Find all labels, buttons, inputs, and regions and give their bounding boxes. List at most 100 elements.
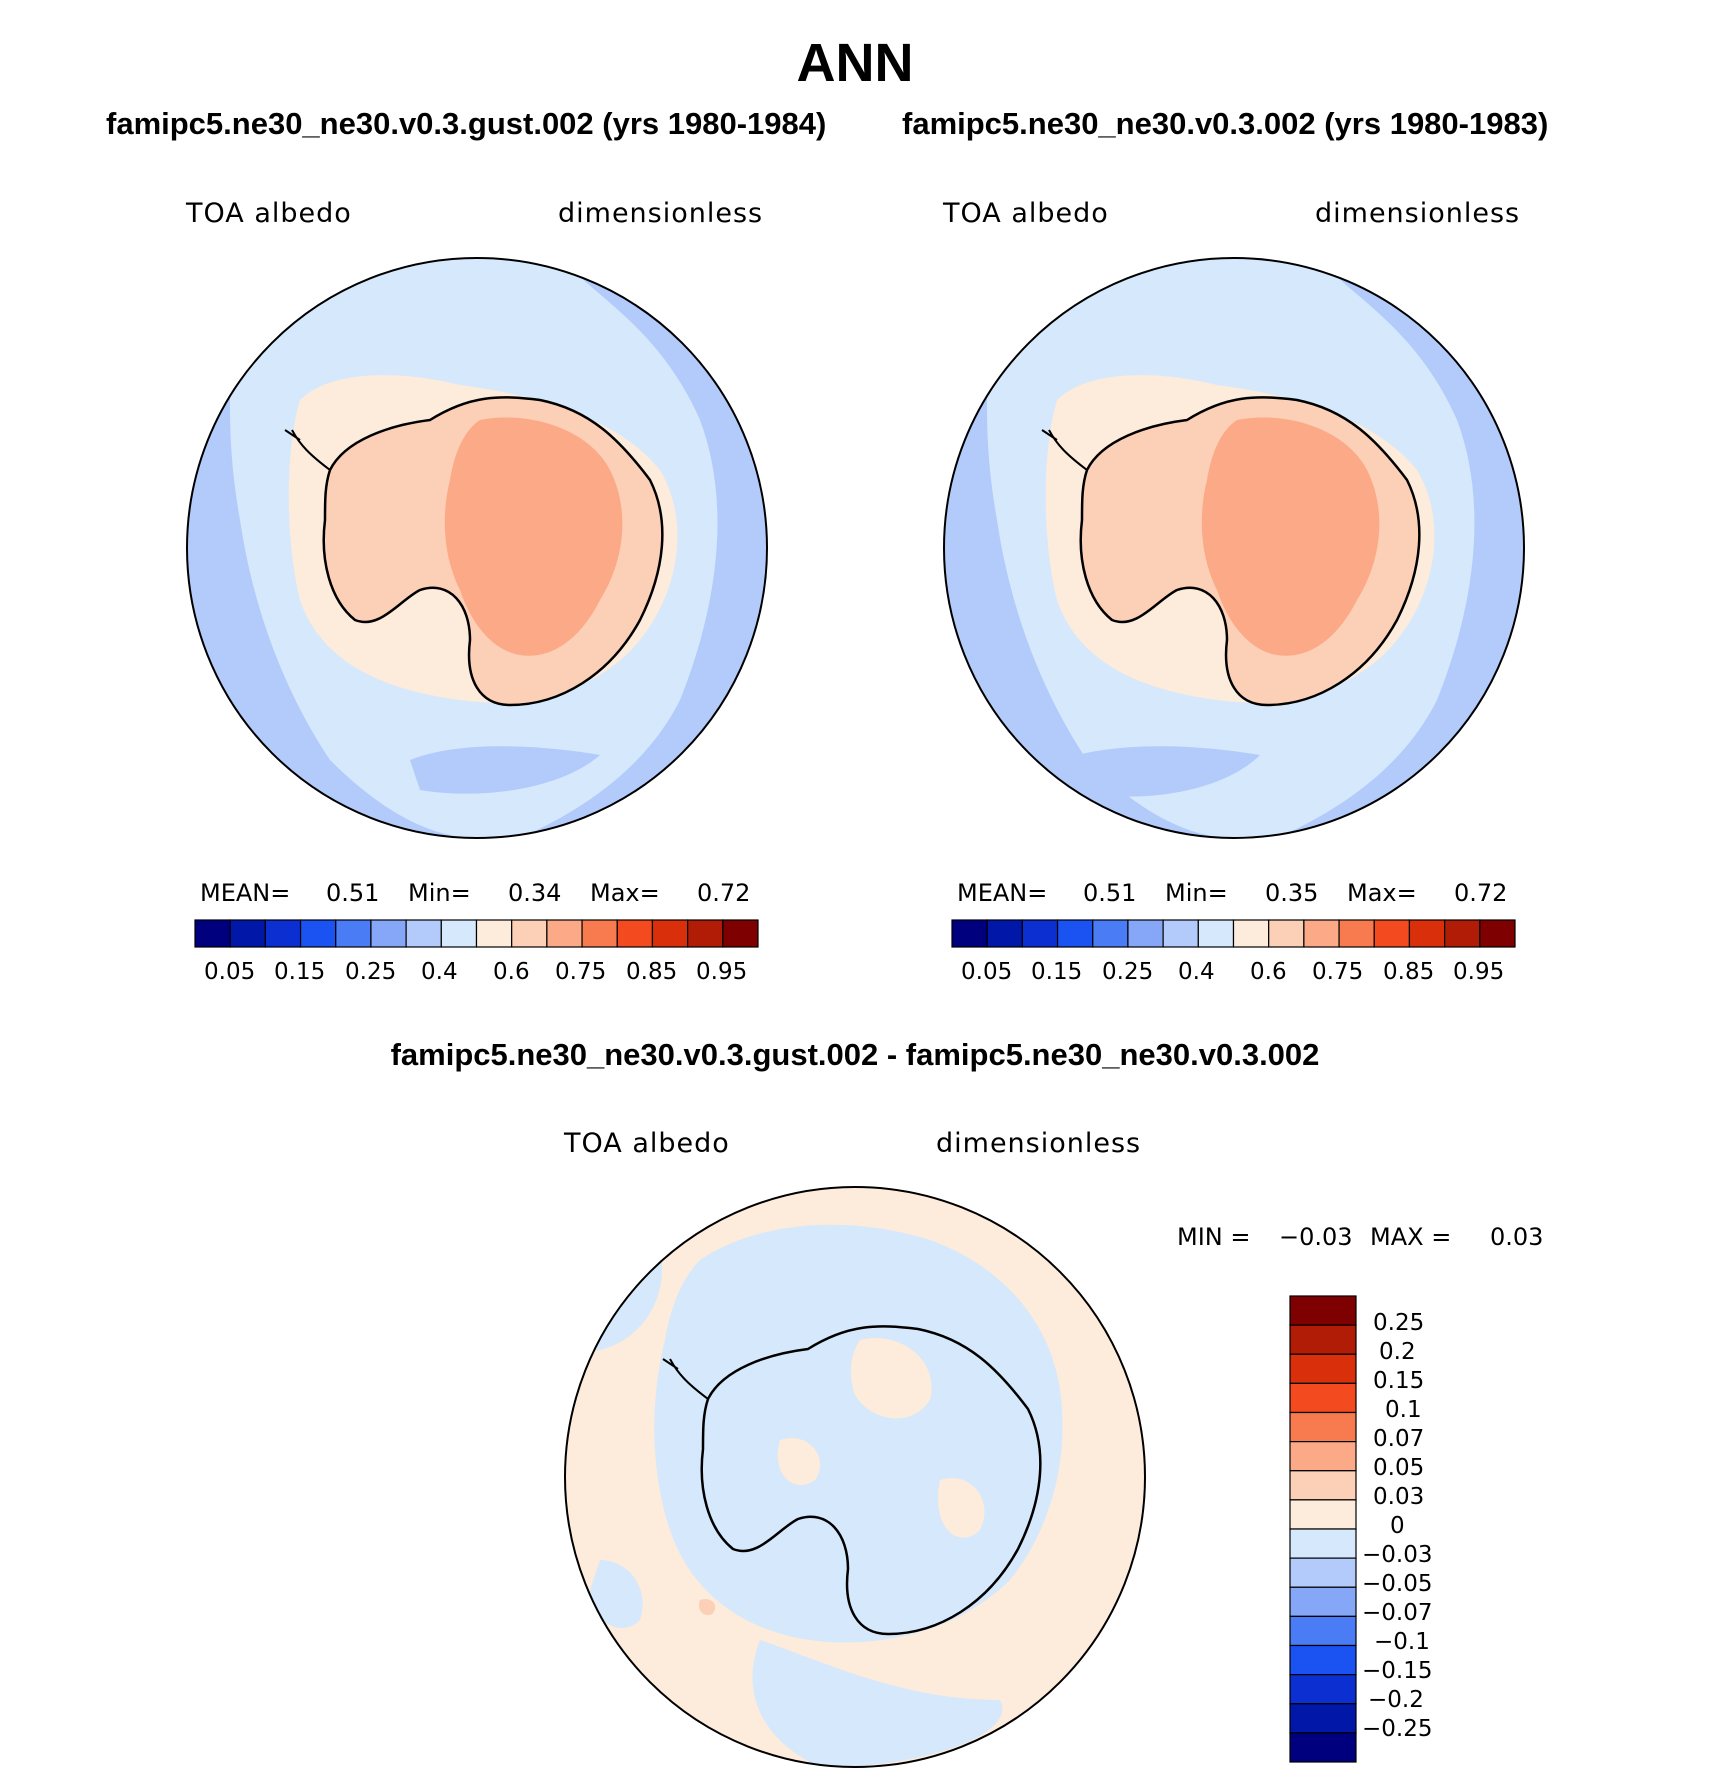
cbar1-tick: 0.15: [274, 959, 326, 985]
antarctica-coastline: [1079, 396, 1421, 707]
diff-colorbar-swatch: [1289, 1324, 1357, 1355]
panel-1-map: [186, 257, 768, 839]
peninsula-coastline: [662, 1358, 709, 1400]
cbar2-tick: 0.6: [1250, 959, 1287, 985]
panel-2-colorbar-swatch: [1197, 919, 1235, 948]
peninsula-coastline: [284, 429, 331, 471]
antarctica-coastline: [700, 1325, 1042, 1636]
panel-1-colorbar-swatch: [475, 919, 513, 948]
peninsula-coastline: [1041, 429, 1088, 471]
cbar3-tick: 0.05: [1373, 1455, 1425, 1481]
panel-2-colorbar-swatch: [1232, 919, 1270, 948]
panel-2-colorbar-swatch: [1408, 919, 1446, 948]
diff-colorbar-swatch: [1289, 1528, 1357, 1559]
panel-1-colorbar-swatch: [581, 919, 618, 948]
ocean-mid-band: [944, 258, 1234, 838]
diff-colorbar-swatch: [1289, 1295, 1357, 1326]
diff-colorbar-swatch: [1289, 1557, 1357, 1588]
panel-2-colorbar-swatch: [1373, 919, 1411, 948]
diff-max-value: 0.03: [1490, 1223, 1544, 1251]
diff-colorbar-swatch: [1289, 1674, 1357, 1705]
panel-1-colorbar-swatch: [229, 919, 266, 948]
panel-1-colorbar-swatch: [546, 919, 583, 948]
positive-diff-patch: [850, 1338, 932, 1419]
positive-diff-patch: [698, 1599, 716, 1616]
cbar3-tick: 0.07: [1373, 1426, 1425, 1452]
diff-map: [564, 1186, 1146, 1768]
cbar2-tick: 0.85: [1383, 959, 1435, 985]
cbar1-tick: 0.25: [345, 959, 397, 985]
cbar3-tick: −0.1: [1374, 1629, 1430, 1655]
diff-max-label: MAX =: [1370, 1223, 1452, 1251]
negative-diff-patch: [752, 1640, 1003, 1767]
cbar3-tick: 0.25: [1373, 1310, 1425, 1336]
panel-1-colorbar-swatch: [651, 919, 689, 948]
panel-1-colorbar: [194, 919, 759, 948]
negative-diff-patch: [590, 1560, 643, 1629]
cbar3-tick: −0.05: [1362, 1571, 1433, 1597]
diff-colorbar-swatch: [1289, 1353, 1357, 1384]
diff-colorbar-swatch: [1289, 1470, 1357, 1501]
diff-colorbar-swatch: [1289, 1615, 1357, 1647]
panel-2-colorbar-swatch: [1056, 919, 1094, 948]
cbar3-tick: 0: [1390, 1513, 1405, 1539]
cbar2-tick: 0.75: [1312, 959, 1364, 985]
cbar3-tick: 0.15: [1373, 1368, 1425, 1394]
figure-title: ANN: [796, 33, 914, 93]
panel-1-variable: TOA albedo: [186, 198, 352, 229]
panel-2-colorbar-swatch: [1092, 919, 1129, 948]
diff-colorbar-swatch: [1289, 1382, 1357, 1414]
panel-2-map: [943, 257, 1525, 839]
antarctica-coastline: [322, 396, 664, 707]
panel-1-colorbar-swatch: [687, 919, 724, 948]
panel-2-min-value: 0.35: [1265, 879, 1319, 907]
cbar1-tick: 0.75: [555, 959, 607, 985]
diff-panel-title: famipc5.ne30_ne30.v0.3.gust.002 - famipc…: [390, 1037, 1320, 1072]
panel-2-mean-value: 0.51: [1083, 879, 1137, 907]
diff-colorbar-swatch: [1289, 1411, 1357, 1443]
cbar3-tick: −0.07: [1362, 1600, 1433, 1626]
diff-colorbar-swatch: [1289, 1499, 1357, 1530]
diff-colorbar: [1289, 1295, 1357, 1763]
panel-1-map-border: [186, 257, 768, 839]
ocean-mid-band: [187, 258, 477, 838]
cbar2-tick: 0.95: [1453, 959, 1505, 985]
diff-panel-variable: TOA albedo: [564, 1128, 730, 1159]
panel-2-colorbar-swatch: [1479, 919, 1516, 948]
cbar2-tick: 0.25: [1102, 959, 1154, 985]
panel-1-colorbar-swatch: [405, 919, 442, 948]
ocean-mid-patch: [410, 746, 600, 794]
panel-2-title: famipc5.ne30_ne30.v0.3.002 (yrs 1980-198…: [902, 106, 1549, 141]
panel-2-variable: TOA albedo: [943, 198, 1109, 229]
cbar3-tick: 0.1: [1385, 1397, 1422, 1423]
cbar1-tick: 0.95: [696, 959, 748, 985]
cbar1-tick: 0.4: [421, 959, 458, 985]
panel-2-colorbar-swatch: [951, 919, 988, 948]
cbar3-tick: 0.03: [1373, 1484, 1425, 1510]
diff-map-border: [564, 1186, 1146, 1768]
panel-2-colorbar-swatch: [1021, 919, 1059, 948]
diff-min-label: MIN =: [1177, 1223, 1251, 1251]
panel-2-colorbar-swatch: [1268, 919, 1305, 948]
panel-2-max-value: 0.72: [1454, 879, 1508, 907]
ocean-mid-band: [520, 258, 767, 838]
panel-1-colorbar-swatch: [722, 919, 759, 948]
panel-1-max-value: 0.72: [697, 879, 751, 907]
panel-2-units: dimensionless: [1315, 198, 1521, 229]
panel-1-min-label: Min=: [408, 879, 471, 907]
cbar2-tick: 0.05: [961, 959, 1013, 985]
panel-2-colorbar: [951, 919, 1516, 948]
cbar2-tick: 0.4: [1178, 959, 1215, 985]
panel-2-colorbar-swatch: [1338, 919, 1375, 948]
panel-1-colorbar-swatch: [335, 919, 372, 948]
diff-panel-units: dimensionless: [936, 1128, 1142, 1159]
panel-2-colorbar-swatch: [1127, 919, 1164, 948]
diff-colorbar-swatch: [1289, 1441, 1357, 1472]
panel-2-min-label: Min=: [1165, 879, 1228, 907]
ocean-mid-band: [1277, 258, 1524, 838]
panel-1-colorbar-swatch: [264, 919, 302, 948]
negative-diff-area: [654, 1224, 1063, 1643]
panel-1-colorbar-swatch: [511, 919, 548, 948]
diff-colorbar-swatch: [1289, 1703, 1357, 1734]
